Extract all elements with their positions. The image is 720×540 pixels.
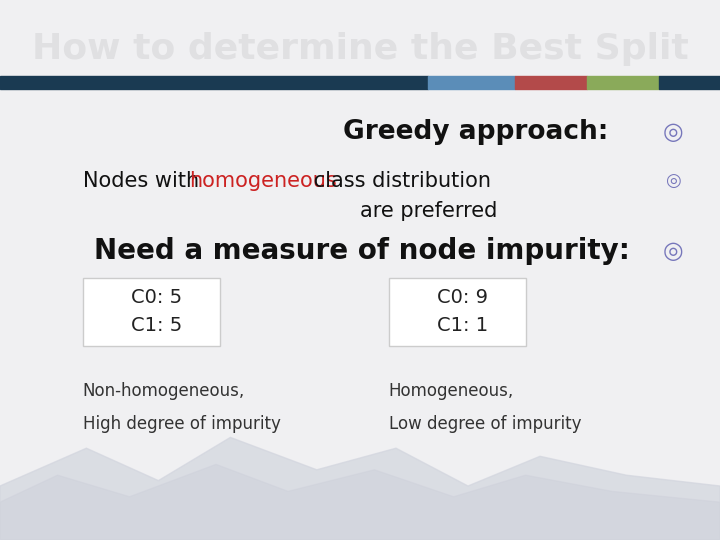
Bar [0, 76, 428, 89]
Text: Nodes with: Nodes with [83, 171, 205, 191]
Bar [428, 76, 515, 89]
FancyBboxPatch shape [389, 278, 526, 346]
Text: class distribution: class distribution [307, 171, 492, 191]
Text: Low degree of impurity: Low degree of impurity [389, 415, 581, 433]
Polygon shape [0, 464, 720, 540]
Text: High degree of impurity: High degree of impurity [83, 415, 281, 433]
Text: are preferred: are preferred [360, 200, 497, 221]
Text: Non-homogeneous,: Non-homogeneous, [83, 382, 245, 401]
Text: ◎: ◎ [663, 120, 683, 144]
Text: Greedy approach:: Greedy approach: [343, 119, 608, 145]
Polygon shape [0, 437, 720, 540]
Text: Homogeneous,: Homogeneous, [389, 382, 514, 401]
Bar [587, 76, 659, 89]
Bar [659, 76, 720, 89]
Text: C0: 5
C1: 5: C0: 5 C1: 5 [131, 288, 182, 335]
Text: homogeneous: homogeneous [189, 171, 337, 191]
Bar [515, 76, 587, 89]
FancyBboxPatch shape [83, 278, 220, 346]
Text: How to determine the Best Split: How to determine the Best Split [32, 32, 688, 65]
Text: ◎: ◎ [665, 172, 681, 190]
Text: C0: 9
C1: 1: C0: 9 C1: 1 [436, 288, 488, 335]
Text: ◎: ◎ [663, 239, 683, 263]
Text: Need a measure of node impurity:: Need a measure of node impurity: [94, 237, 630, 265]
